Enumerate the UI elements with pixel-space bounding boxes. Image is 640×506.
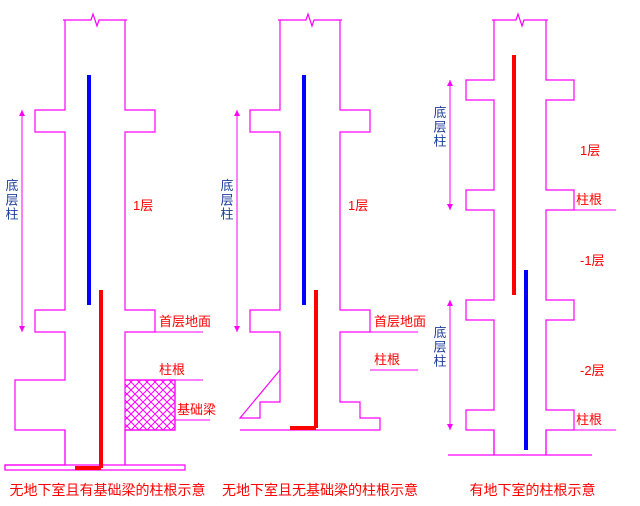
- label-floor-m1: -1层: [580, 253, 605, 268]
- svg-text:层: 层: [220, 192, 233, 207]
- svg-text:底: 底: [5, 178, 18, 193]
- label-floor1: 1层: [133, 198, 153, 213]
- label-root: 柱根: [159, 362, 185, 377]
- label-floor1: 1层: [348, 198, 368, 213]
- d2: 底层柱 1层首层地面柱根无地下室且无基础梁的柱根示意: [220, 14, 426, 498]
- svg-text:底: 底: [433, 105, 446, 120]
- svg-text:底: 底: [433, 325, 446, 340]
- label-root: 柱根: [374, 352, 400, 367]
- label-root-lower: 柱根: [576, 412, 602, 427]
- svg-text:柱: 柱: [433, 354, 446, 369]
- svg-text:柱: 柱: [5, 207, 18, 222]
- label-ground: 首层地面: [374, 314, 426, 329]
- label-ground: 首层地面: [159, 314, 211, 329]
- caption: 无地下室且无基础梁的柱根示意: [222, 482, 418, 498]
- vlabel-lower: 底层柱: [433, 325, 446, 369]
- svg-text:层: 层: [433, 339, 446, 354]
- label-foundation-beam: 基础梁: [177, 402, 216, 417]
- label-root-upper: 柱根: [576, 192, 602, 207]
- svg-text:柱: 柱: [433, 134, 446, 149]
- label-floor-m2: -2层: [580, 363, 605, 378]
- d1: 底层柱 1层首层地面柱根基础梁无地下室且有基础梁的柱根示意: [5, 14, 216, 506]
- vlabel-base-column: 底层柱: [5, 178, 18, 222]
- vlabel-upper: 底层柱: [433, 105, 446, 149]
- caption: 无地下室且有基础梁的柱根示意: [10, 482, 206, 498]
- svg-text:底: 底: [220, 178, 233, 193]
- svg-text:层: 层: [433, 119, 446, 134]
- label-floor1: 1层: [580, 143, 600, 158]
- vlabel-base-column: 底层柱: [220, 178, 233, 222]
- svg-text:柱: 柱: [220, 207, 233, 222]
- d3: 底层柱底层柱1层柱根-1层-2层柱根有地下室的柱根示意: [433, 14, 616, 498]
- svg-text:层: 层: [5, 192, 18, 207]
- caption: 有地下室的柱根示意: [470, 482, 596, 498]
